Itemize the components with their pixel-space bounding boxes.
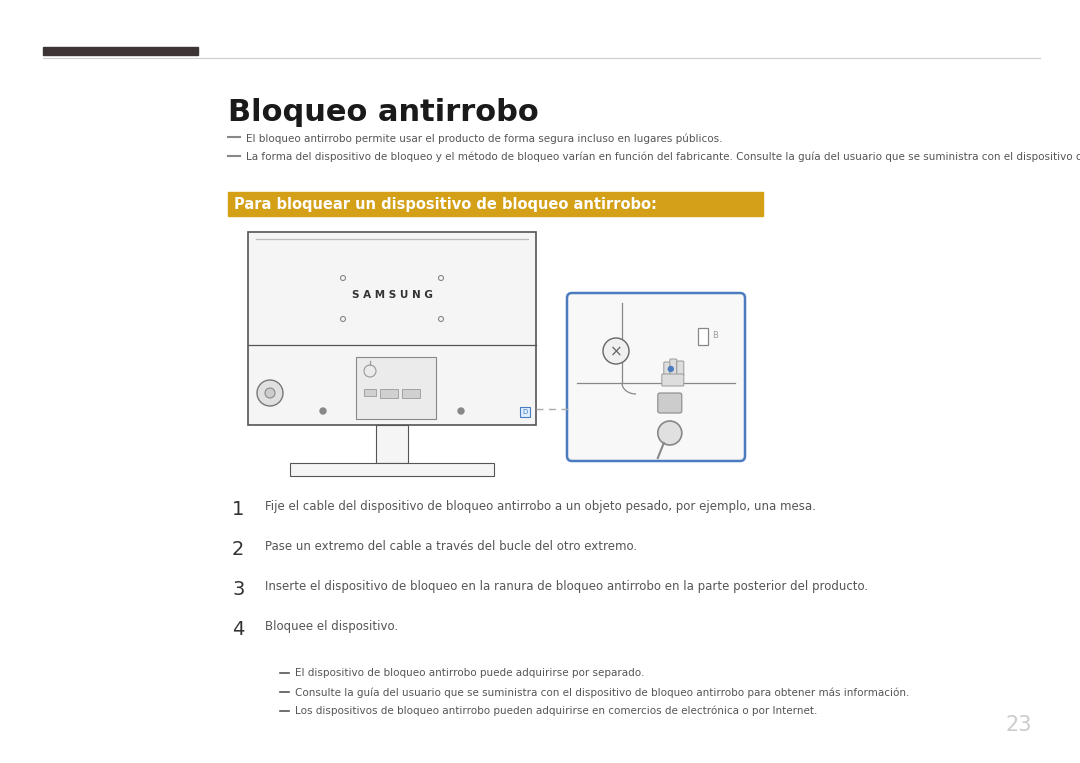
Circle shape xyxy=(669,366,673,372)
FancyBboxPatch shape xyxy=(677,361,684,376)
Circle shape xyxy=(603,338,629,364)
Text: Bloquee el dispositivo.: Bloquee el dispositivo. xyxy=(265,620,399,633)
Text: 23: 23 xyxy=(1005,715,1032,735)
Bar xyxy=(698,328,708,345)
Circle shape xyxy=(320,408,326,414)
Text: Consulte la guía del usuario que se suministra con el dispositivo de bloqueo ant: Consulte la guía del usuario que se sumi… xyxy=(295,687,909,697)
Text: ×: × xyxy=(609,345,622,359)
Text: D: D xyxy=(523,409,528,415)
Bar xyxy=(43,47,198,55)
FancyBboxPatch shape xyxy=(658,393,681,413)
Text: Inserte el dispositivo de bloqueo en la ranura de bloqueo antirrobo en la parte : Inserte el dispositivo de bloqueo en la … xyxy=(265,580,868,593)
Text: 2: 2 xyxy=(232,540,244,559)
Text: El dispositivo de bloqueo antirrobo puede adquirirse por separado.: El dispositivo de bloqueo antirrobo pued… xyxy=(295,668,645,678)
Text: 3: 3 xyxy=(232,580,244,599)
Bar xyxy=(402,389,420,398)
Circle shape xyxy=(265,388,275,398)
FancyBboxPatch shape xyxy=(662,374,684,386)
Bar xyxy=(376,425,408,463)
Text: Bloqueo antirrobo: Bloqueo antirrobo xyxy=(228,98,539,127)
FancyBboxPatch shape xyxy=(664,362,671,376)
Text: Para bloquear un dispositivo de bloqueo antirrobo:: Para bloquear un dispositivo de bloqueo … xyxy=(234,197,657,211)
Bar xyxy=(364,389,376,396)
Bar xyxy=(228,192,762,216)
FancyBboxPatch shape xyxy=(670,359,677,376)
Ellipse shape xyxy=(658,421,681,445)
Text: B: B xyxy=(712,331,718,340)
Text: Los dispositivos de bloqueo antirrobo pueden adquirirse en comercios de electrón: Los dispositivos de bloqueo antirrobo pu… xyxy=(295,706,818,716)
Bar xyxy=(248,232,536,425)
Circle shape xyxy=(458,408,464,414)
Bar xyxy=(291,463,494,476)
Text: S A M S U N G: S A M S U N G xyxy=(352,290,432,300)
Bar xyxy=(380,389,399,398)
Text: El bloqueo antirrobo permite usar el producto de forma segura incluso en lugares: El bloqueo antirrobo permite usar el pro… xyxy=(246,133,723,143)
Bar xyxy=(356,357,436,419)
FancyBboxPatch shape xyxy=(567,293,745,461)
Text: 1: 1 xyxy=(232,500,244,519)
Circle shape xyxy=(257,380,283,406)
Text: La forma del dispositivo de bloqueo y el método de bloqueo varían en función del: La forma del dispositivo de bloqueo y el… xyxy=(246,152,1080,163)
Text: Pase un extremo del cable a través del bucle del otro extremo.: Pase un extremo del cable a través del b… xyxy=(265,540,637,553)
Text: 4: 4 xyxy=(232,620,244,639)
Text: Fije el cable del dispositivo de bloqueo antirrobo a un objeto pesado, por ejemp: Fije el cable del dispositivo de bloqueo… xyxy=(265,500,815,513)
Bar xyxy=(519,407,530,417)
